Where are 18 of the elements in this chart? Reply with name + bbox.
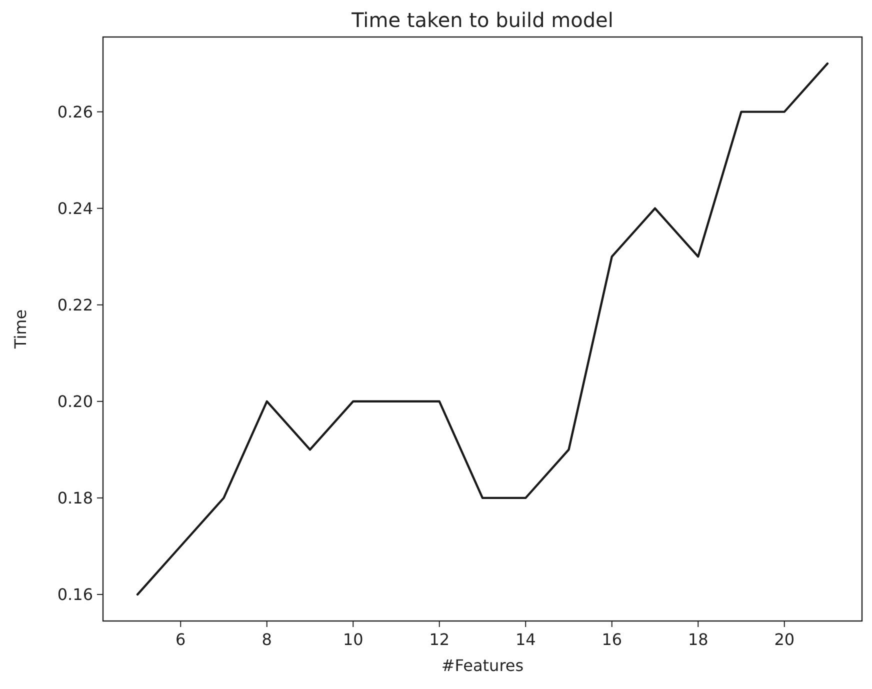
x-tick-label: 14 (515, 630, 536, 649)
chart-title: Time taken to build model (350, 8, 614, 32)
y-tick-label: 0.16 (57, 585, 93, 604)
y-axis-title: Time (11, 309, 30, 350)
x-axis-title: #Features (441, 656, 524, 675)
line-series (136, 62, 829, 596)
x-tick-label: 18 (688, 630, 708, 649)
x-tick-label: 16 (602, 630, 622, 649)
x-tick-label: 8 (262, 630, 272, 649)
x-tick-label: 6 (176, 630, 186, 649)
y-tick-label: 0.26 (57, 102, 93, 122)
y-tick-label: 0.20 (57, 392, 93, 411)
y-tick-label: 0.18 (57, 488, 93, 508)
x-tick-label: 10 (342, 630, 364, 649)
x-tick-label: 12 (429, 630, 450, 649)
x-tick-label: 20 (774, 630, 795, 649)
y-tick-label: 0.24 (57, 198, 93, 218)
y-tick-label: 0.22 (57, 295, 93, 314)
